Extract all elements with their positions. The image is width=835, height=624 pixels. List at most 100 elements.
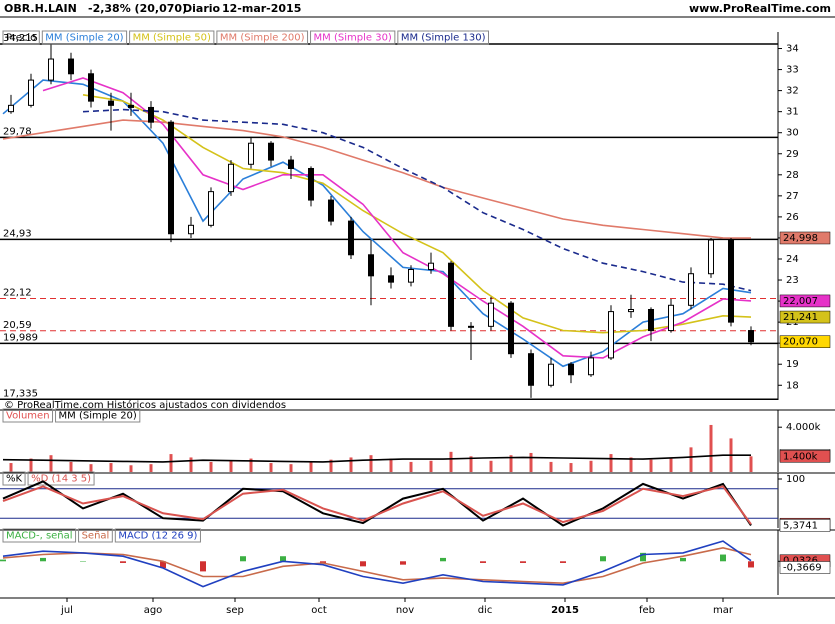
bar bbox=[440, 557, 446, 562]
candle-body bbox=[88, 73, 94, 102]
bar bbox=[629, 457, 633, 472]
y-tick-label: 100 bbox=[786, 474, 805, 485]
bar bbox=[469, 456, 473, 472]
bar bbox=[129, 465, 133, 472]
y-tick-label: 29 bbox=[786, 149, 799, 160]
candle-body bbox=[728, 239, 734, 323]
legend-entry: MM (Simple 50) bbox=[133, 33, 211, 44]
bar bbox=[480, 561, 486, 563]
x-tick-label: sep bbox=[226, 605, 244, 616]
level-label: 20,59 bbox=[3, 320, 32, 331]
legend-box bbox=[2, 528, 77, 543]
bar bbox=[400, 561, 406, 565]
candle-body bbox=[248, 142, 254, 165]
bar bbox=[669, 458, 673, 472]
value-label: 5,3741 bbox=[783, 520, 818, 531]
legend-box bbox=[2, 471, 26, 486]
level-label: 19,989 bbox=[3, 332, 38, 343]
change: -2,38% (20,070) bbox=[88, 2, 187, 15]
legend-entry: MM (Simple 20) bbox=[59, 411, 137, 422]
bar bbox=[9, 463, 13, 472]
bar bbox=[429, 460, 433, 472]
series-line bbox=[2, 480, 752, 527]
level-label: 22,12 bbox=[3, 288, 32, 299]
date: 12-mar-2015 bbox=[222, 2, 301, 15]
x-tick-label: nov bbox=[396, 605, 414, 616]
candle-body bbox=[608, 311, 614, 359]
x-tick-label: mar bbox=[713, 605, 734, 616]
bar bbox=[289, 464, 293, 472]
candle-body bbox=[708, 239, 714, 275]
candle-body bbox=[748, 330, 754, 343]
series-line bbox=[2, 485, 752, 525]
candle-body bbox=[388, 275, 394, 283]
bar bbox=[449, 451, 453, 472]
value-box bbox=[779, 231, 831, 245]
legend-box bbox=[310, 30, 396, 45]
candle-body bbox=[568, 363, 574, 376]
candle-body bbox=[148, 106, 154, 123]
legend-box bbox=[216, 30, 309, 45]
candle-body bbox=[328, 199, 334, 222]
bar bbox=[80, 561, 86, 562]
legend-entry: MM (Simple 20) bbox=[45, 33, 123, 44]
candle-body bbox=[28, 79, 34, 106]
candle-body bbox=[48, 58, 54, 81]
y-tick-label: 4.000k bbox=[786, 422, 821, 433]
candle-body bbox=[468, 325, 474, 328]
legend-entry: Volumen bbox=[6, 411, 50, 422]
y-tick-label: 30 bbox=[786, 128, 799, 139]
bar bbox=[29, 458, 33, 472]
bar bbox=[720, 554, 726, 562]
candle-body bbox=[528, 353, 534, 386]
y-tick-label: 24 bbox=[786, 254, 799, 265]
candle-body bbox=[368, 254, 374, 277]
bar bbox=[229, 460, 233, 472]
legend-box bbox=[114, 528, 201, 543]
value-label: 20,070 bbox=[783, 337, 818, 348]
bar bbox=[709, 424, 713, 472]
bar bbox=[560, 561, 566, 563]
bar bbox=[329, 459, 333, 472]
y-tick-label: 34 bbox=[786, 44, 799, 55]
candle-body bbox=[268, 142, 274, 161]
legend-box bbox=[27, 471, 95, 486]
y-tick-label: 27 bbox=[786, 191, 799, 202]
bar bbox=[160, 561, 166, 569]
bar bbox=[509, 455, 513, 472]
legend-entry: MACD (12 26 9) bbox=[118, 531, 197, 542]
legend-box bbox=[129, 30, 215, 45]
bar bbox=[609, 454, 613, 472]
candle-body bbox=[68, 58, 74, 75]
series-line bbox=[42, 77, 752, 359]
value-label: 21,241 bbox=[783, 312, 818, 323]
candle-body bbox=[668, 304, 674, 332]
bar bbox=[249, 458, 253, 472]
legend-entry: MACD-, señal bbox=[6, 531, 73, 542]
value-box bbox=[779, 561, 831, 574]
candle-body bbox=[628, 309, 634, 313]
bar bbox=[209, 461, 213, 472]
x-tick-label: dic bbox=[478, 605, 493, 616]
bar bbox=[589, 460, 593, 472]
bar bbox=[309, 461, 313, 472]
legend-box bbox=[2, 30, 40, 45]
value-box bbox=[779, 450, 831, 463]
ticker: OBR.H.LAIN bbox=[4, 2, 77, 15]
candle-body bbox=[448, 262, 454, 327]
candle-body bbox=[348, 220, 354, 256]
candle-body bbox=[288, 159, 294, 169]
bar bbox=[349, 457, 353, 472]
bar bbox=[409, 461, 413, 472]
candle-body bbox=[408, 269, 414, 283]
value-box bbox=[779, 519, 831, 532]
series-line bbox=[2, 79, 752, 368]
bar bbox=[600, 556, 606, 562]
candle-body bbox=[428, 262, 434, 271]
bar bbox=[749, 456, 753, 472]
legend-box bbox=[41, 30, 128, 45]
y-tick-label: 28 bbox=[786, 170, 799, 181]
source: www.ProRealTime.com bbox=[689, 2, 831, 15]
bar bbox=[389, 458, 393, 472]
